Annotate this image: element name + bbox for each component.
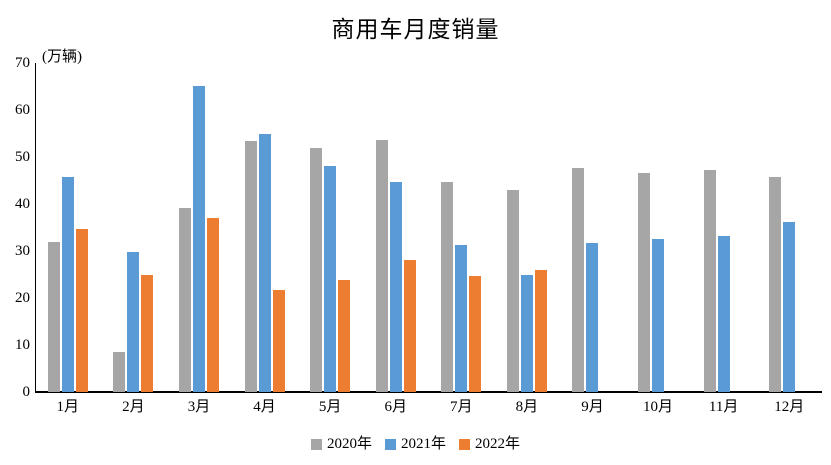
chart-legend: 2020年 2021年 2022年 — [0, 436, 831, 452]
x-tick-label: 1月 — [56, 399, 80, 415]
bar-2021年-10月 — [652, 238, 665, 392]
x-tick-label: 4月 — [253, 399, 276, 415]
bar-2021年-3月 — [192, 85, 205, 392]
y-tick-label: 10 — [15, 337, 30, 353]
x-tick-label: 12月 — [774, 399, 805, 415]
bar-2020年-9月 — [572, 167, 585, 392]
bar-2022年-7月 — [469, 276, 482, 392]
y-tick-label: 30 — [15, 243, 30, 259]
y-tick-label: 50 — [15, 149, 30, 165]
bar-2022年-2月 — [141, 274, 154, 392]
bar-2022年-6月 — [403, 259, 416, 392]
bar-2021年-4月 — [258, 133, 271, 392]
bar-2021年-1月 — [61, 176, 74, 392]
legend-label: 2022年 — [475, 436, 521, 452]
y-tick-label: 70 — [15, 55, 30, 71]
bar-2022年-5月 — [338, 279, 351, 392]
y-axis-unit-label: (万辆) — [42, 49, 82, 65]
bar-2020年-8月 — [506, 189, 519, 392]
y-tick-label: 40 — [15, 196, 30, 212]
bar-2021年-12月 — [783, 221, 796, 392]
bar-2020年-10月 — [638, 173, 651, 392]
x-tick-label: 2月 — [122, 399, 145, 415]
bar-2020年-2月 — [113, 351, 126, 392]
bar-2022年-4月 — [272, 290, 285, 392]
bar-2021年-2月 — [127, 252, 140, 392]
bar-2021年-7月 — [455, 245, 468, 392]
legend-item-2021年: 2021年 — [384, 436, 446, 452]
legend-swatch-icon — [310, 438, 322, 450]
x-tick-label: 6月 — [384, 399, 407, 415]
x-axis-line — [35, 391, 822, 393]
x-tick-label: 9月 — [581, 399, 604, 415]
legend-swatch-icon — [459, 438, 470, 450]
bar-2021年-6月 — [389, 182, 402, 392]
x-tick-label: 3月 — [187, 399, 211, 415]
legend-item-2022年: 2022年 — [459, 436, 520, 452]
bar-2022年-1月 — [75, 229, 88, 392]
legend-label: 2021年 — [400, 436, 446, 452]
bar-2021年-9月 — [586, 243, 599, 392]
y-tick-label: 0 — [22, 384, 31, 400]
bar-2021年-5月 — [324, 165, 337, 392]
chart-title: 商用车月度销量 — [331, 17, 500, 42]
bar-2020年-4月 — [244, 141, 257, 392]
bar-2020年-6月 — [375, 140, 388, 392]
bar-2020年-11月 — [703, 169, 716, 392]
x-tick-label: 7月 — [450, 399, 473, 415]
bar-2020年-12月 — [769, 177, 782, 392]
x-tick-label: 11月 — [708, 399, 739, 415]
bar-2020年-7月 — [441, 181, 454, 392]
bar-2020年-1月 — [47, 241, 60, 392]
x-tick-label: 10月 — [643, 399, 674, 415]
bar-2020年-3月 — [178, 208, 191, 392]
bar-2022年-3月 — [206, 218, 219, 392]
y-tick-label: 60 — [15, 102, 30, 118]
legend-item-2020年: 2020年 — [310, 436, 372, 452]
bar-2022年-8月 — [534, 270, 547, 392]
x-tick-label: 5月 — [318, 399, 342, 415]
bar-2020年-5月 — [310, 147, 323, 392]
y-axis-line — [35, 63, 36, 392]
x-tick-label: 8月 — [515, 399, 539, 415]
legend-label: 2020年 — [326, 436, 372, 452]
bar-2021年-8月 — [520, 274, 533, 392]
y-tick-label: 20 — [15, 290, 30, 306]
bar-2021年-11月 — [717, 236, 730, 392]
legend-swatch-icon — [384, 438, 396, 450]
